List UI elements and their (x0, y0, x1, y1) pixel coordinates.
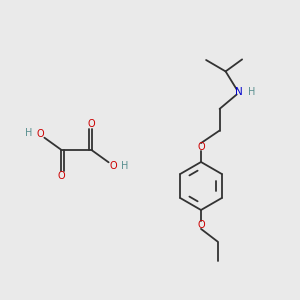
Text: O: O (197, 220, 205, 230)
Text: O: O (36, 129, 44, 140)
Text: H: H (248, 87, 255, 98)
Text: O: O (58, 171, 65, 182)
Text: O: O (197, 142, 205, 152)
Text: O: O (109, 160, 117, 171)
Text: H: H (121, 160, 128, 171)
Text: H: H (25, 128, 32, 138)
Text: O: O (88, 118, 95, 129)
Text: N: N (235, 87, 243, 98)
